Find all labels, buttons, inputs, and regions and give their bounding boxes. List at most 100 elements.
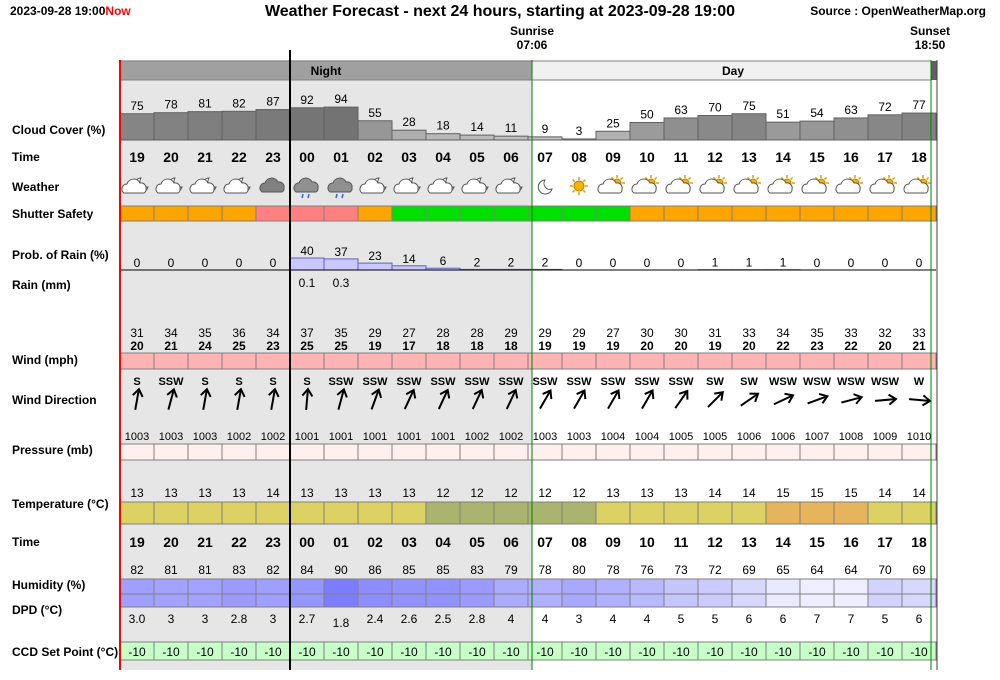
pressure-cell [119,443,155,461]
dpd-value: 2.7 [299,612,316,626]
dpd-value: 4 [542,612,549,626]
time-label: 04 [435,149,451,165]
wind-direction-label: WSW [769,376,798,388]
humidity-cell [119,578,155,608]
rain-prob-value: 0 [168,256,175,270]
ccd-value: -10 [366,645,384,659]
temperature-value: 14 [912,486,926,500]
wind-cell [357,352,393,370]
wind-arrow-shaft [305,389,309,411]
temperature-value: 12 [504,486,518,500]
cloud-value: 82 [232,96,246,110]
wind-direction-label: S [303,376,310,388]
temperature-value: 13 [368,486,382,500]
wind-speed-value: 22 [776,339,790,353]
row-label-pressure: Pressure (mb) [12,443,93,457]
shutter-cell [119,205,155,222]
row-label-wind-dir: Wind Direction [12,393,97,407]
wind-direction-label: S [201,376,208,388]
cloud-shape [259,177,285,193]
temperature-cell [153,501,189,525]
wind-direction-label: WSW [803,376,832,388]
time-label: 18 [911,149,927,165]
pressure-cell [697,443,733,461]
wind-arrow-head [200,387,212,398]
wind-arrow [707,391,724,408]
rain-mm-value: 0.1 [299,276,316,290]
dpd-value: 5 [882,612,889,626]
ccd-value: -10 [196,645,214,659]
partly-cloudy-night-icon [223,177,251,194]
humidity-cell [833,578,869,608]
humidity-cell [459,578,495,608]
wind-cell [459,352,495,370]
pressure-cell [663,443,699,461]
time-label: 22 [231,149,247,165]
pressure-value: 1001 [431,431,455,443]
sun-ray [654,176,658,180]
shutter-cell [731,205,767,222]
temperature-cell [799,501,835,525]
cloud-shape [869,178,895,194]
dpd-value: 5 [678,612,685,626]
wind-speed-value: 25 [232,339,246,353]
wind-arrow [166,387,178,410]
rain-prob-value: 0 [236,256,243,270]
temperature-value: 14 [708,486,722,500]
wind-speed-value: 22 [844,339,858,353]
time-label: 20 [163,149,179,165]
sun-ray [582,189,586,193]
wind-speed-value: 20 [878,339,892,353]
temperature-value: 13 [640,486,654,500]
time-label-bottom: 02 [367,534,383,550]
wind-gust-value: 27 [606,326,620,340]
time-label-bottom: 19 [129,534,145,550]
wind-cell [425,352,461,370]
humidity-value: 85 [436,563,450,577]
wind-cell [799,352,835,370]
wind-speed-value: 20 [640,339,654,353]
wind-arrow-head [888,393,898,406]
sun-ray [790,176,794,180]
rain-drop [301,193,304,199]
sun-ray [858,176,862,180]
time-label: 05 [469,149,485,165]
rain-drop [307,193,310,199]
time-label: 15 [809,149,825,165]
pressure-value: 1003 [125,431,149,443]
wind-gust-value: 27 [402,326,416,340]
temperature-cell [493,501,529,525]
wind-cell [255,352,291,370]
partly-cloudy-night-icon [155,177,183,194]
wind-arrow-head [714,391,724,401]
row-label-dpd: DPD (°C) [12,603,62,617]
temperature-cell [629,501,665,525]
time-label-bottom: 21 [197,534,213,550]
day-band-label: Day [722,64,744,78]
rain-drop [335,193,338,199]
cloud-shape [835,178,861,194]
shutter-cell [425,205,461,222]
row-label-humidity: Humidity (%) [12,578,85,592]
cloud-bar [663,117,699,141]
ccd-value: -10 [672,645,690,659]
wind-gust-value: 34 [164,326,178,340]
cloud-value: 54 [810,106,824,120]
wind-cell [221,352,257,370]
ccd-value: -10 [264,645,282,659]
ccd-value: -10 [774,645,792,659]
pressure-value: 1010 [907,431,931,443]
wind-gust-value: 37 [300,326,314,340]
cloud-value: 3 [576,124,583,138]
sun-ray [824,176,828,180]
wind-cell [153,352,189,370]
humidity-value: 72 [708,563,722,577]
time-label-bottom: 11 [674,534,689,550]
dpd-value: 3 [270,612,277,626]
time-label-bottom: 16 [843,534,859,550]
wind-cell [663,352,699,370]
wind-direction-label: SSW [464,376,490,388]
temperature-value: 13 [402,486,416,500]
pressure-cell [221,443,257,461]
temperature-cell [867,501,903,525]
